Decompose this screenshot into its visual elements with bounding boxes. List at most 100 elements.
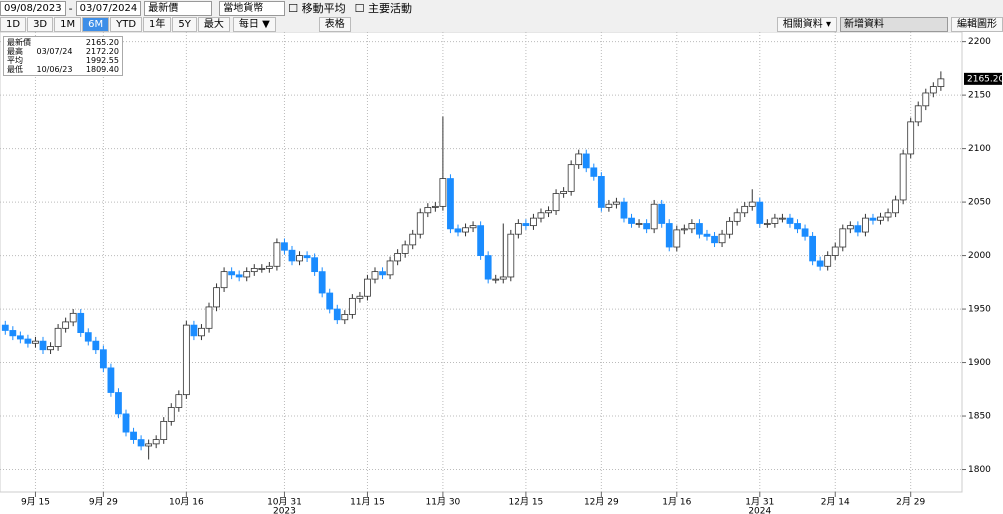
candle-body bbox=[718, 233, 726, 244]
candle-body bbox=[484, 255, 492, 280]
candle-body bbox=[32, 340, 39, 344]
candle-body bbox=[9, 330, 17, 337]
candle-body bbox=[348, 297, 356, 315]
y-tick-label: 1900 bbox=[968, 358, 991, 368]
candle-body bbox=[356, 295, 364, 299]
candle-body bbox=[673, 229, 681, 248]
candle-body bbox=[884, 212, 892, 218]
candle-body bbox=[130, 431, 137, 440]
y-tick-label: 1850 bbox=[968, 412, 991, 422]
x-tick-label: 9月 15 bbox=[21, 497, 50, 508]
stat-name: 最高 bbox=[7, 47, 23, 56]
candle-body bbox=[288, 249, 296, 262]
candle-body bbox=[537, 212, 545, 219]
candle-body bbox=[801, 228, 809, 237]
range-button[interactable]: 6M bbox=[82, 16, 110, 32]
candle-body bbox=[477, 225, 485, 256]
x-tick-label: 1月 16 bbox=[662, 497, 691, 508]
range-button[interactable]: YTD bbox=[110, 16, 143, 32]
range-button[interactable]: 最大 bbox=[197, 16, 230, 32]
range-button[interactable]: 5Y bbox=[172, 16, 197, 32]
candle-body bbox=[311, 257, 319, 273]
candle-body bbox=[839, 228, 847, 248]
y-tick-label: 1950 bbox=[968, 305, 991, 315]
candle-body bbox=[846, 225, 854, 230]
candle-body bbox=[552, 193, 560, 212]
candle-body bbox=[907, 121, 915, 155]
candle-body bbox=[175, 394, 183, 408]
candle-body bbox=[605, 203, 613, 208]
year-label: 2024 bbox=[748, 507, 771, 514]
candle-body bbox=[364, 278, 371, 297]
stat-value: 1809.40 bbox=[85, 65, 119, 74]
candle-body bbox=[379, 271, 386, 276]
candle-body bbox=[16, 335, 24, 340]
candle-body bbox=[613, 201, 620, 205]
candle-body bbox=[590, 167, 598, 177]
candle-body bbox=[213, 287, 220, 308]
x-tick-label: 12月 29 bbox=[584, 497, 619, 508]
x-tick-label: 11月 15 bbox=[350, 497, 385, 508]
candle-body bbox=[296, 255, 303, 262]
ma-checkbox[interactable]: ☐ 移動平均 bbox=[288, 2, 346, 15]
candle-body bbox=[937, 78, 945, 87]
candle-body bbox=[567, 164, 575, 192]
candle-body bbox=[763, 223, 771, 225]
candle-body bbox=[582, 153, 590, 169]
candle-body bbox=[650, 203, 658, 230]
candle-body bbox=[643, 223, 651, 230]
candle-body bbox=[416, 212, 424, 235]
add-data[interactable]: 新增資料 bbox=[840, 16, 948, 32]
candle-body bbox=[92, 340, 100, 351]
table-button[interactable]: 表格 bbox=[318, 16, 351, 32]
candle-body bbox=[273, 242, 281, 267]
candle-body bbox=[303, 255, 311, 259]
candle-body bbox=[243, 271, 251, 278]
candle-body bbox=[107, 367, 115, 393]
candle-body bbox=[1, 324, 9, 331]
candle-body bbox=[431, 205, 439, 208]
stat-value: 2165.20 bbox=[85, 38, 119, 47]
y-tick-label: 2150 bbox=[968, 91, 991, 101]
stats-box: 最新價 2165.20 最高 03/07/24 2172.20 平均 1992.55 最低 10… bbox=[3, 36, 123, 76]
toolbar-top: 09/08/2023 - 03/07/2024 最新價 當地貨幣 ☐ 移動平均 … bbox=[0, 0, 1003, 16]
related-button[interactable]: 相關資料 ▾ bbox=[776, 16, 837, 32]
candle-body bbox=[688, 223, 696, 230]
candle-body bbox=[816, 260, 824, 267]
candle-body bbox=[205, 306, 213, 329]
candle-body bbox=[69, 312, 77, 323]
candle-body bbox=[665, 223, 673, 248]
range-button[interactable]: 1年 bbox=[143, 16, 172, 32]
candle-body bbox=[492, 278, 500, 281]
frequency-select[interactable]: 每日 ▼ bbox=[232, 16, 276, 32]
candle-body bbox=[190, 324, 198, 337]
candle-body bbox=[54, 327, 62, 347]
stat-row: 最高 03/07/24 2172.20 bbox=[7, 47, 119, 56]
candle-body bbox=[794, 223, 801, 230]
field-select[interactable]: 最新價 bbox=[144, 0, 213, 16]
candle-body bbox=[439, 178, 447, 207]
range-button[interactable]: 1D bbox=[0, 16, 27, 32]
candle-body bbox=[167, 407, 175, 422]
events-checkbox[interactable]: ☐ 主要活動 bbox=[354, 2, 412, 15]
candle-body bbox=[326, 292, 334, 310]
range-button[interactable]: 3D bbox=[27, 16, 54, 32]
candle-body bbox=[877, 216, 884, 221]
x-tick-label: 11月 30 bbox=[426, 497, 461, 508]
end-date[interactable]: 03/07/2024 bbox=[75, 0, 142, 16]
y-tick-label: 2200 bbox=[968, 37, 991, 47]
candle-body bbox=[39, 340, 47, 351]
candle-body bbox=[899, 153, 907, 201]
start-date[interactable]: 09/08/2023 bbox=[0, 0, 66, 16]
candle-body bbox=[341, 314, 349, 321]
currency-select[interactable]: 當地貨幣 bbox=[219, 0, 286, 16]
edit-chart[interactable]: 編輯圖形 bbox=[951, 16, 1003, 32]
range-button[interactable]: 1M bbox=[54, 16, 82, 32]
candle-body bbox=[250, 268, 258, 273]
candle-body bbox=[748, 201, 756, 207]
candle-body bbox=[922, 92, 930, 107]
stat-name: 平均 bbox=[7, 56, 23, 65]
candle-body bbox=[258, 268, 266, 270]
stat-value: 2172.20 bbox=[85, 47, 119, 56]
candle-body bbox=[24, 338, 32, 344]
